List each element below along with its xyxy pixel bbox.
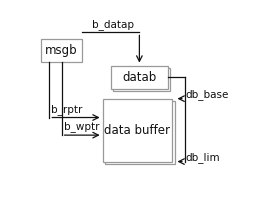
- Bar: [113, 68, 171, 91]
- Text: datab: datab: [122, 71, 157, 84]
- Bar: [105, 101, 175, 164]
- Text: db_base: db_base: [186, 89, 229, 100]
- Text: data buffer: data buffer: [104, 124, 170, 137]
- Bar: [111, 66, 168, 89]
- Bar: [102, 99, 172, 161]
- Text: b_datap: b_datap: [92, 20, 134, 31]
- Bar: [41, 39, 82, 62]
- Text: db_lim: db_lim: [186, 152, 220, 163]
- Text: b_wptr: b_wptr: [64, 121, 99, 132]
- Text: b_rptr: b_rptr: [51, 104, 83, 115]
- Text: msgb: msgb: [45, 44, 78, 57]
